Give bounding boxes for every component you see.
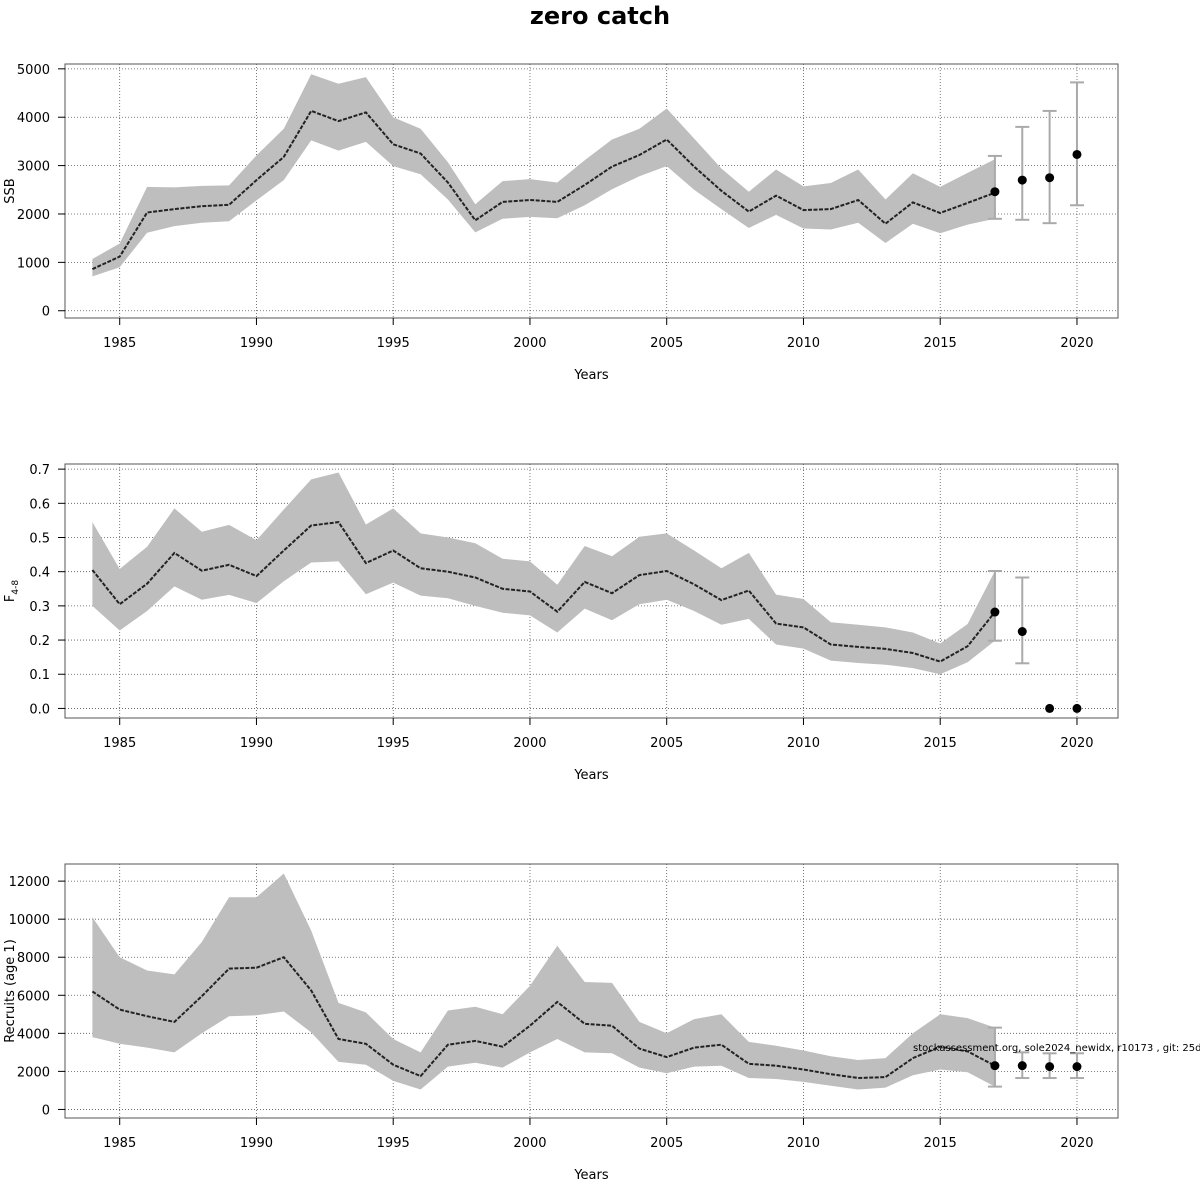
footnote-text: stockassessment.org, sole2024_newidx, r1… xyxy=(913,1043,1200,1054)
y-axis-title: Recruits (age 1) xyxy=(3,939,18,1043)
y-axis-title-subscript: 4-8 xyxy=(11,580,21,595)
x-tick-label: 1990 xyxy=(240,1136,273,1151)
x-tick-label: 2010 xyxy=(787,736,820,751)
forecast-point xyxy=(1072,703,1082,713)
x-tick-label: 1985 xyxy=(103,336,136,351)
x-tick-label: 2005 xyxy=(650,1136,683,1151)
y-tick-label: 0.2 xyxy=(29,634,50,649)
y-tick-label: 0.1 xyxy=(29,668,50,683)
plot-frame xyxy=(64,863,1119,1119)
y-tick-label: 0 xyxy=(42,305,50,320)
y-tick-label: 1000 xyxy=(17,256,50,271)
y-tick-label: 0.7 xyxy=(29,463,50,478)
y-tick-label: 2000 xyxy=(17,1065,50,1080)
y-tick-label: 0.3 xyxy=(29,600,50,615)
forecast-point xyxy=(1072,1062,1082,1072)
forecast-point xyxy=(990,607,1000,617)
y-axis-title: SSB xyxy=(3,178,18,203)
x-tick-label: 2010 xyxy=(787,1136,820,1151)
y-tick-label: 0.4 xyxy=(29,566,50,581)
forecast-point xyxy=(1017,627,1027,637)
forecast-point xyxy=(1045,703,1055,713)
y-tick-label: 0.6 xyxy=(29,497,50,512)
x-tick-label: 1995 xyxy=(377,336,410,351)
x-tick-label: 2020 xyxy=(1060,1136,1093,1151)
x-tick-label: 2020 xyxy=(1060,736,1093,751)
y-tick-label: 0 xyxy=(42,1103,50,1118)
x-tick-label: 2015 xyxy=(924,736,957,751)
chart-title: zero catch xyxy=(530,2,670,30)
forecast-point xyxy=(1017,175,1027,185)
confidence-band xyxy=(92,74,995,277)
estimate-line xyxy=(91,521,996,663)
confidence-band xyxy=(92,873,995,1090)
x-tick-label: 1995 xyxy=(377,1136,410,1151)
plot-frame xyxy=(64,463,1119,719)
forecast-point xyxy=(1045,173,1055,183)
forecast-point xyxy=(990,1061,1000,1071)
y-tick-label: 3000 xyxy=(17,160,50,175)
estimate-line xyxy=(91,109,996,271)
panel-2: 1985 1990 1995 2000 2005 2010 2015 2020 0.0 0.1 0.… xyxy=(3,463,1119,783)
y-tick-label: 4000 xyxy=(17,1027,50,1042)
y-tick-label: 2000 xyxy=(17,208,50,223)
y-tick-label: 4000 xyxy=(17,111,50,126)
y-axis-title: F4-8 xyxy=(3,580,21,602)
panel-1: 1985 1990 1995 2000 2005 2010 2015 2020 0 1000 200… xyxy=(3,63,1119,383)
forecast-point xyxy=(1045,1062,1055,1072)
y-tick-label: 0.5 xyxy=(29,531,50,546)
y-tick-label: 0.0 xyxy=(29,702,50,717)
x-tick-label: 1985 xyxy=(103,736,136,751)
x-axis-title: Years xyxy=(573,1168,609,1183)
y-tick-label: 10000 xyxy=(9,913,50,928)
y-tick-label: 12000 xyxy=(9,875,50,890)
forecast-point xyxy=(1017,1061,1027,1071)
x-axis-title: Years xyxy=(573,768,609,783)
x-axis-title: Years xyxy=(573,368,609,383)
x-tick-label: 2015 xyxy=(924,336,957,351)
confidence-band xyxy=(92,472,995,675)
panel-3: 1985 1990 1995 2000 2005 2010 2015 2020 0 2000 400… xyxy=(3,863,1119,1183)
x-tick-label: 2000 xyxy=(513,736,546,751)
x-tick-label: 1985 xyxy=(103,1136,136,1151)
x-tick-label: 2020 xyxy=(1060,336,1093,351)
x-tick-label: 1995 xyxy=(377,736,410,751)
forecast-point xyxy=(1072,149,1082,159)
x-tick-label: 2005 xyxy=(650,336,683,351)
y-tick-label: 5000 xyxy=(17,63,50,78)
plot-frame xyxy=(64,63,1119,319)
estimate-line xyxy=(91,956,996,1080)
x-tick-label: 2015 xyxy=(924,1136,957,1151)
x-tick-label: 2005 xyxy=(650,736,683,751)
x-tick-label: 2000 xyxy=(513,1136,546,1151)
forecast-point xyxy=(990,187,1000,197)
x-tick-label: 2010 xyxy=(787,336,820,351)
x-tick-label: 2000 xyxy=(513,336,546,351)
y-tick-label: 6000 xyxy=(17,989,50,1004)
x-tick-label: 1990 xyxy=(240,736,273,751)
y-tick-label: 8000 xyxy=(17,951,50,966)
x-tick-label: 1990 xyxy=(240,336,273,351)
